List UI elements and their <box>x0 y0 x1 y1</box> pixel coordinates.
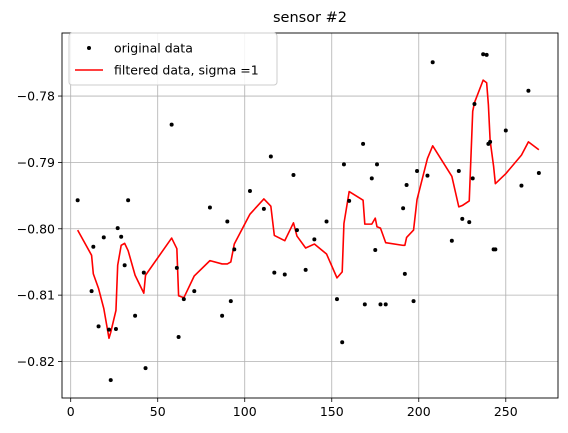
original-data-point <box>303 267 308 272</box>
x-tick-label: 200 <box>407 404 431 419</box>
original-data-point <box>91 244 96 249</box>
original-data-point <box>481 52 486 57</box>
original-data-point <box>122 263 127 268</box>
original-data-point <box>347 198 352 203</box>
original-data-point <box>232 247 237 252</box>
original-data-point <box>467 220 472 225</box>
original-data-point <box>192 289 197 294</box>
original-data-point <box>526 88 531 93</box>
original-data-point <box>101 235 106 240</box>
x-tick-label: 150 <box>320 404 344 419</box>
original-data-point <box>472 102 477 107</box>
original-data-point <box>430 60 435 65</box>
original-data-point <box>456 169 461 174</box>
original-data-point <box>484 52 489 57</box>
original-data-point <box>460 216 465 221</box>
original-data-point <box>449 238 454 243</box>
original-data-point <box>143 366 148 371</box>
original-data-point <box>108 378 113 383</box>
original-data-point <box>225 219 230 224</box>
original-data-point <box>247 188 252 193</box>
original-data-point <box>470 176 475 181</box>
legend-box <box>68 32 278 86</box>
filtered-data-line <box>76 79 540 340</box>
y-axis: −0.82 −0.81 −0.80 −0.79 −0.78 <box>17 89 62 369</box>
original-data-point <box>415 169 420 174</box>
original-data-point <box>169 122 174 127</box>
axes-frame <box>61 32 559 399</box>
legend: original data filtered data, sigma =1 <box>68 32 278 86</box>
y-tick-label: −0.80 <box>17 221 55 236</box>
original-data-point <box>96 324 101 329</box>
original-data-point <box>503 128 508 133</box>
original-data-point <box>362 302 367 307</box>
legend-label-filtered-data: filtered data, sigma =1 <box>114 63 259 78</box>
original-data-point <box>493 247 498 252</box>
x-tick-label: 0 <box>67 404 75 419</box>
y-tick-label: −0.78 <box>17 89 55 104</box>
original-data-point <box>181 297 186 302</box>
chart-title: sensor #2 <box>273 10 347 26</box>
original-data-point <box>324 219 329 224</box>
original-data-point <box>373 248 378 253</box>
y-tick-label: −0.81 <box>17 288 55 303</box>
y-tick-label: −0.79 <box>17 155 55 170</box>
original-data-point <box>268 154 273 159</box>
original-data-point <box>340 340 345 345</box>
original-data-point <box>425 173 430 178</box>
original-data-point <box>282 272 287 277</box>
original-data-point <box>133 313 138 318</box>
original-data-point <box>488 139 493 144</box>
original-data-point <box>383 302 388 307</box>
original-data-point <box>174 265 179 270</box>
original-data-point <box>126 198 131 203</box>
original-data-point <box>207 205 212 210</box>
original-data-point <box>402 271 407 276</box>
original-data-point <box>220 313 225 318</box>
x-tick-label: 100 <box>233 404 257 419</box>
original-data-point <box>411 299 416 304</box>
original-data-point <box>334 297 339 302</box>
original-data-point <box>536 171 541 176</box>
original-data-point <box>519 183 524 188</box>
original-data-point <box>261 206 266 211</box>
original-data-point <box>291 173 296 178</box>
original-data-point <box>106 327 111 332</box>
series-filtered-data <box>76 79 540 340</box>
x-tick-label: 50 <box>150 404 166 419</box>
original-data-point <box>75 198 80 203</box>
series-original-data <box>75 52 541 383</box>
original-data-point <box>378 302 383 307</box>
original-data-point <box>272 270 277 275</box>
y-tick-label: −0.82 <box>17 354 55 369</box>
legend-label-original-data: original data <box>114 41 193 56</box>
original-data-point <box>113 326 118 331</box>
original-data-point <box>176 334 181 339</box>
original-data-point <box>312 237 317 242</box>
original-data-point <box>404 182 409 187</box>
original-data-point <box>375 162 379 167</box>
original-data-point <box>89 289 94 294</box>
original-data-point <box>294 228 299 233</box>
x-axis: 0 50 100 150 200 250 <box>67 398 518 419</box>
original-data-point <box>141 270 146 275</box>
original-data-point <box>119 234 124 239</box>
legend-marker-original-data <box>87 46 91 50</box>
original-data-point <box>369 176 374 181</box>
grid <box>62 33 558 398</box>
original-data-point <box>361 141 366 146</box>
x-tick-label: 250 <box>494 404 518 419</box>
original-data-point <box>401 206 406 211</box>
original-data-point <box>115 226 120 231</box>
original-data-point <box>228 299 233 304</box>
original-data-point <box>341 162 346 167</box>
